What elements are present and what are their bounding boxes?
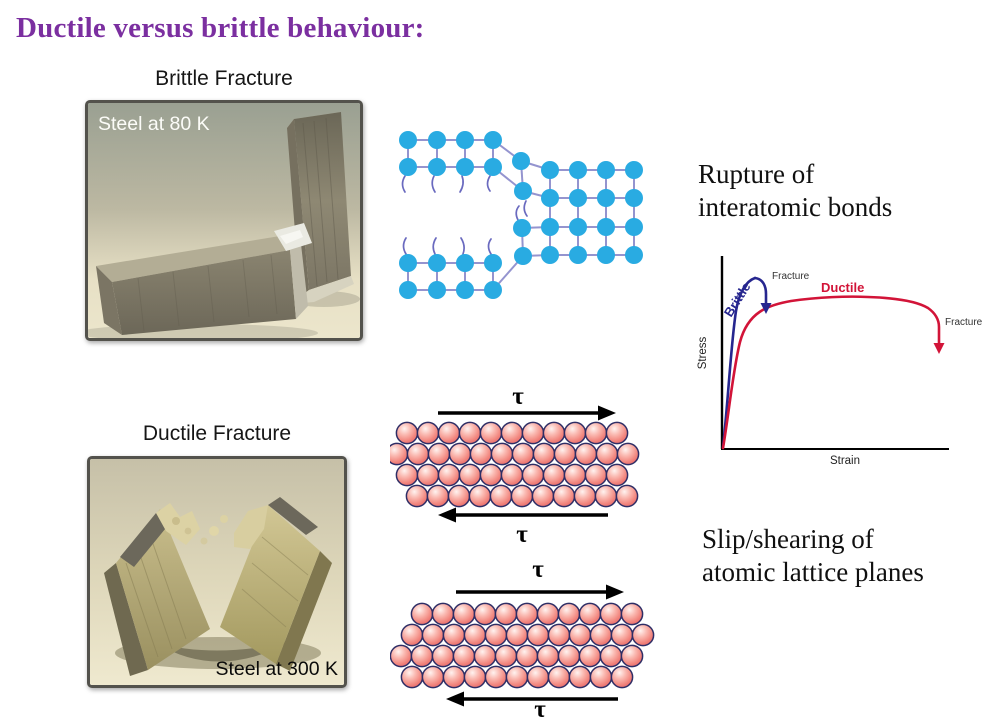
ductile-fracture-heading: Ductile Fracture (142, 422, 292, 445)
brittle-curve (721, 276, 757, 449)
tau-label-bottom: τ (534, 696, 546, 719)
photo-caption-steel-300k: Steel at 300 K (215, 658, 338, 680)
photo-caption-steel-80k: Steel at 80 K (98, 113, 210, 135)
shear-arrow-right (438, 405, 616, 421)
broken-bond-squiggles (401, 175, 528, 255)
rupture-annotation: Rupture of interatomic bonds (698, 158, 892, 224)
steel-specimen-standing (287, 112, 360, 307)
atom-planes (390, 421, 640, 508)
ductile-arrowhead (933, 343, 945, 354)
slip-line2: atomic lattice planes (702, 556, 924, 587)
brittle-curve-label: Brittle (721, 280, 754, 320)
lattice-atoms (399, 131, 643, 299)
fracture-label-ductile: Fracture (945, 317, 983, 328)
brittle-arrowhead (760, 303, 772, 314)
shear-diagram-slipped: τ τ (390, 556, 655, 719)
ductile-fracture-photo: Steel at 300 K (87, 456, 347, 688)
ductile-photo-illustration: Steel at 300 K (90, 459, 344, 685)
brittle-photo-illustration: Steel at 80 K (88, 103, 360, 338)
y-axis-label: Stress (697, 336, 709, 369)
brittle-fracture-photo: Steel at 80 K (85, 100, 363, 341)
shear-arrow-left (446, 691, 618, 707)
steel-specimen-right-half (200, 497, 332, 671)
rupture-line2: interatomic bonds (698, 191, 893, 222)
shear-arrow-left (438, 507, 608, 523)
tau-label-top: τ (532, 556, 544, 583)
atom-planes-slipped (390, 602, 655, 689)
brittle-fracture-arrow (753, 276, 768, 306)
tau-label-top: τ (512, 383, 524, 410)
rupture-line1: Rupture of (698, 159, 815, 189)
steel-specimen-left-half (104, 503, 210, 676)
shear-diagram-aligned: τ τ (390, 383, 640, 548)
brittle-fracture-heading: Brittle Fracture (155, 67, 293, 90)
slip-line1: Slip/shearing of (702, 524, 874, 554)
ductile-curve-label: Ductile (821, 280, 864, 295)
stress-strain-graph: Stress Strain Brittle Ductile Fracture F… (697, 256, 983, 467)
shear-arrow-right (456, 584, 624, 600)
tau-label-bottom: τ (516, 521, 528, 548)
x-axis-label: Strain (830, 455, 860, 467)
slip-annotation: Slip/shearing of atomic lattice planes (702, 523, 924, 589)
steel-specimen-lying (88, 223, 318, 338)
fracture-label-brittle: Fracture (772, 271, 810, 282)
fracture-surface (234, 505, 268, 549)
ductile-curve (721, 295, 941, 450)
page-title: Ductile versus brittle behaviour: (16, 12, 425, 44)
crack-lattice-diagram (399, 131, 643, 299)
